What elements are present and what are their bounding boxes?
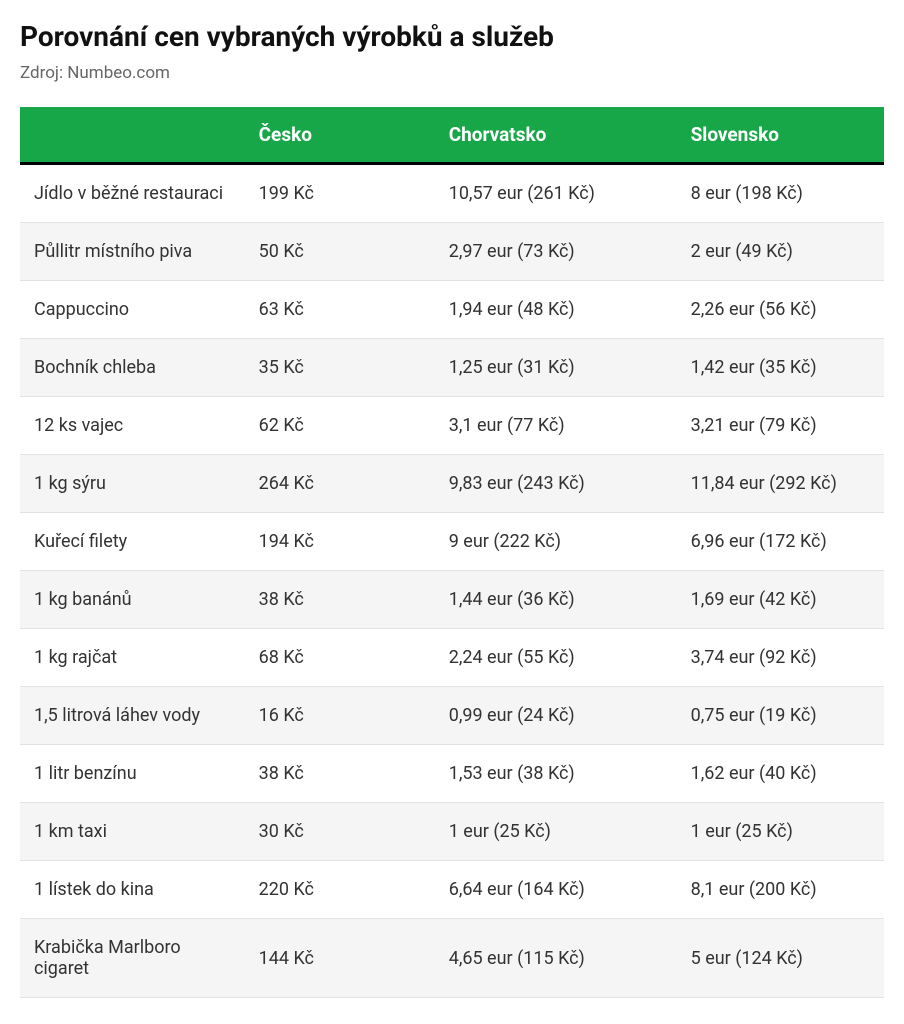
table-row: 1 km taxi30 Kč1 eur (25 Kč)1 eur (25 Kč) xyxy=(20,803,884,861)
page-title: Porovnání cen vybraných výrobků a služeb xyxy=(20,20,884,53)
row-label: Cappuccino xyxy=(20,281,245,339)
table-row: 1 lístek do kina220 Kč6,64 eur (164 Kč)8… xyxy=(20,861,884,919)
price-cell: 0,99 eur (24 Kč) xyxy=(435,687,677,745)
price-cell: 3,21 eur (79 Kč) xyxy=(677,397,884,455)
price-cell: 8,1 eur (200 Kč) xyxy=(677,861,884,919)
row-label: Bochník chleba xyxy=(20,339,245,397)
price-cell: 1 eur (25 Kč) xyxy=(677,803,884,861)
table-row: Jídlo v běžné restauraci199 Kč10,57 eur … xyxy=(20,164,884,223)
price-cell: 3,1 eur (77 Kč) xyxy=(435,397,677,455)
row-label: 1 km taxi xyxy=(20,803,245,861)
price-cell: 30 Kč xyxy=(245,803,435,861)
table-row: 1 kg rajčat68 Kč2,24 eur (55 Kč)3,74 eur… xyxy=(20,629,884,687)
row-label: 1,5 litrová láhev vody xyxy=(20,687,245,745)
price-cell: 62 Kč xyxy=(245,397,435,455)
price-cell: 1,44 eur (36 Kč) xyxy=(435,571,677,629)
price-cell: 1,94 eur (48 Kč) xyxy=(435,281,677,339)
price-comparison-table: Česko Chorvatsko Slovensko Jídlo v běžné… xyxy=(20,107,884,998)
table-row: 12 ks vajec62 Kč3,1 eur (77 Kč)3,21 eur … xyxy=(20,397,884,455)
price-cell: 11,84 eur (292 Kč) xyxy=(677,455,884,513)
row-label: 1 kg rajčat xyxy=(20,629,245,687)
row-label: 1 litr benzínu xyxy=(20,745,245,803)
table-body: Jídlo v běžné restauraci199 Kč10,57 eur … xyxy=(20,164,884,998)
col-header-slovensko: Slovensko xyxy=(677,107,884,164)
row-label: 12 ks vajec xyxy=(20,397,245,455)
table-row: Půllitr místního piva50 Kč2,97 eur (73 K… xyxy=(20,223,884,281)
source-text: Zdroj: Numbeo.com xyxy=(20,63,884,83)
table-row: Cappuccino63 Kč1,94 eur (48 Kč)2,26 eur … xyxy=(20,281,884,339)
price-cell: 6,64 eur (164 Kč) xyxy=(435,861,677,919)
price-cell: 9 eur (222 Kč) xyxy=(435,513,677,571)
price-cell: 68 Kč xyxy=(245,629,435,687)
price-cell: 38 Kč xyxy=(245,571,435,629)
price-cell: 16 Kč xyxy=(245,687,435,745)
price-cell: 4,65 eur (115 Kč) xyxy=(435,919,677,998)
price-cell: 0,75 eur (19 Kč) xyxy=(677,687,884,745)
price-cell: 1,53 eur (38 Kč) xyxy=(435,745,677,803)
price-cell: 9,83 eur (243 Kč) xyxy=(435,455,677,513)
price-cell: 5 eur (124 Kč) xyxy=(677,919,884,998)
price-cell: 10,57 eur (261 Kč) xyxy=(435,164,677,223)
table-row: 1 litr benzínu38 Kč1,53 eur (38 Kč)1,62 … xyxy=(20,745,884,803)
price-cell: 1,69 eur (42 Kč) xyxy=(677,571,884,629)
row-label: 1 kg sýru xyxy=(20,455,245,513)
price-cell: 199 Kč xyxy=(245,164,435,223)
row-label: Krabička Marlboro cigaret xyxy=(20,919,245,998)
price-cell: 6,96 eur (172 Kč) xyxy=(677,513,884,571)
price-cell: 144 Kč xyxy=(245,919,435,998)
price-cell: 2,24 eur (55 Kč) xyxy=(435,629,677,687)
row-label: Půllitr místního piva xyxy=(20,223,245,281)
row-label: Kuřecí filety xyxy=(20,513,245,571)
price-cell: 220 Kč xyxy=(245,861,435,919)
price-cell: 264 Kč xyxy=(245,455,435,513)
table-row: 1,5 litrová láhev vody16 Kč0,99 eur (24 … xyxy=(20,687,884,745)
row-label: Jídlo v běžné restauraci xyxy=(20,164,245,223)
row-label: 1 kg banánů xyxy=(20,571,245,629)
price-cell: 3,74 eur (92 Kč) xyxy=(677,629,884,687)
price-cell: 1,62 eur (40 Kč) xyxy=(677,745,884,803)
col-header-item xyxy=(20,107,245,164)
price-cell: 35 Kč xyxy=(245,339,435,397)
price-cell: 38 Kč xyxy=(245,745,435,803)
price-cell: 2,97 eur (73 Kč) xyxy=(435,223,677,281)
table-row: Krabička Marlboro cigaret144 Kč4,65 eur … xyxy=(20,919,884,998)
price-cell: 63 Kč xyxy=(245,281,435,339)
price-cell: 194 Kč xyxy=(245,513,435,571)
price-cell: 1,25 eur (31 Kč) xyxy=(435,339,677,397)
price-cell: 1,42 eur (35 Kč) xyxy=(677,339,884,397)
price-cell: 8 eur (198 Kč) xyxy=(677,164,884,223)
price-cell: 2 eur (49 Kč) xyxy=(677,223,884,281)
price-cell: 1 eur (25 Kč) xyxy=(435,803,677,861)
table-row: Bochník chleba35 Kč1,25 eur (31 Kč)1,42 … xyxy=(20,339,884,397)
row-label: 1 lístek do kina xyxy=(20,861,245,919)
price-cell: 50 Kč xyxy=(245,223,435,281)
col-header-chorvatsko: Chorvatsko xyxy=(435,107,677,164)
table-row: Kuřecí filety194 Kč9 eur (222 Kč)6,96 eu… xyxy=(20,513,884,571)
table-header-row: Česko Chorvatsko Slovensko xyxy=(20,107,884,164)
price-cell: 2,26 eur (56 Kč) xyxy=(677,281,884,339)
table-row: 1 kg sýru264 Kč9,83 eur (243 Kč)11,84 eu… xyxy=(20,455,884,513)
col-header-cesko: Česko xyxy=(245,107,435,164)
table-row: 1 kg banánů38 Kč1,44 eur (36 Kč)1,69 eur… xyxy=(20,571,884,629)
